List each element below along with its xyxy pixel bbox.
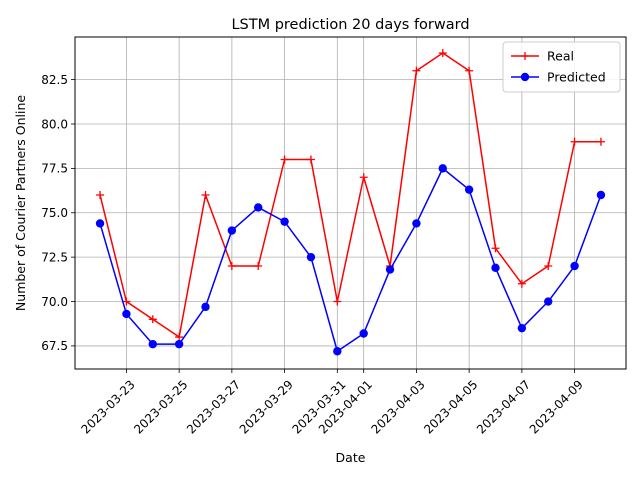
y-tick-label: 75.0 <box>41 206 68 220</box>
x-tick-label: 2023-04-07 <box>474 377 533 436</box>
legend-label-predicted: Predicted <box>547 70 606 85</box>
series-real <box>96 48 605 342</box>
predicted-point <box>385 265 395 274</box>
predicted-point <box>254 203 263 212</box>
predicted-point <box>95 219 105 228</box>
series-layer <box>95 48 606 356</box>
y-tick-label: 67.5 <box>41 339 68 353</box>
legend-marker-predicted <box>520 72 530 82</box>
real-point <box>122 297 131 306</box>
predicted-point <box>148 339 157 349</box>
x-tick-label: 2023-03-25 <box>131 377 190 436</box>
predicted-point <box>517 323 527 333</box>
grid-layer <box>75 37 626 369</box>
x-tick-label: 2023-04-03 <box>369 377 428 436</box>
real-point <box>227 262 236 271</box>
real-point <box>544 262 553 271</box>
y-tick-label: 82.5 <box>41 73 68 87</box>
x-tick-label: 2023-03-27 <box>184 377 243 436</box>
legend-box <box>502 41 621 93</box>
real-point <box>517 279 526 288</box>
plot-frame <box>74 36 627 370</box>
predicted-point <box>174 339 184 349</box>
real-point <box>570 137 579 146</box>
legend: Real Predicted <box>502 41 621 93</box>
predicted-point <box>306 252 316 262</box>
real-point <box>254 262 263 271</box>
predicted-point <box>438 164 447 173</box>
y-tick-label: 77.5 <box>41 162 68 176</box>
predicted-point <box>280 217 289 226</box>
real-point <box>333 297 342 306</box>
real-point <box>465 66 474 75</box>
real-point <box>438 48 447 57</box>
predicted-point <box>201 302 210 312</box>
x-tick-label: 2023-03-23 <box>79 377 138 436</box>
real-point <box>201 191 210 200</box>
x-tick-label: 2023-03-29 <box>237 377 296 436</box>
real-point <box>280 155 289 164</box>
y-tick-label: 70.0 <box>41 295 68 309</box>
x-tick-label: 2023-04-09 <box>527 377 586 436</box>
predicted-point <box>596 190 606 200</box>
real-point <box>359 173 368 182</box>
predicted-point <box>412 219 421 228</box>
predicted-point <box>359 329 368 338</box>
y-tick-label: 80.0 <box>41 117 68 131</box>
predicted-point <box>227 226 237 235</box>
real-point <box>96 191 105 200</box>
predicted-point <box>122 309 131 319</box>
series-predicted <box>95 164 606 356</box>
predicted-point <box>570 261 579 271</box>
chart-title: LSTM prediction 20 days forward <box>231 17 469 33</box>
predicted-point <box>491 263 500 273</box>
predicted-line <box>99 167 602 352</box>
x-axis-label: Date <box>336 450 366 465</box>
x-tick-label: 2023-04-05 <box>421 377 480 436</box>
real-point <box>491 244 500 253</box>
real-line <box>99 52 601 338</box>
y-axis-label: Number of Courier Partners Online <box>13 95 28 311</box>
predicted-point <box>333 347 342 356</box>
y-tick-label: 72.5 <box>41 250 68 264</box>
real-point <box>412 66 421 75</box>
real-point <box>148 315 157 324</box>
legend-marker-real <box>521 52 529 60</box>
real-point <box>596 137 605 146</box>
predicted-point <box>544 297 553 306</box>
predicted-point <box>464 185 474 194</box>
legend-label-real: Real <box>547 49 574 64</box>
real-point <box>306 155 315 164</box>
real-point <box>175 333 184 342</box>
